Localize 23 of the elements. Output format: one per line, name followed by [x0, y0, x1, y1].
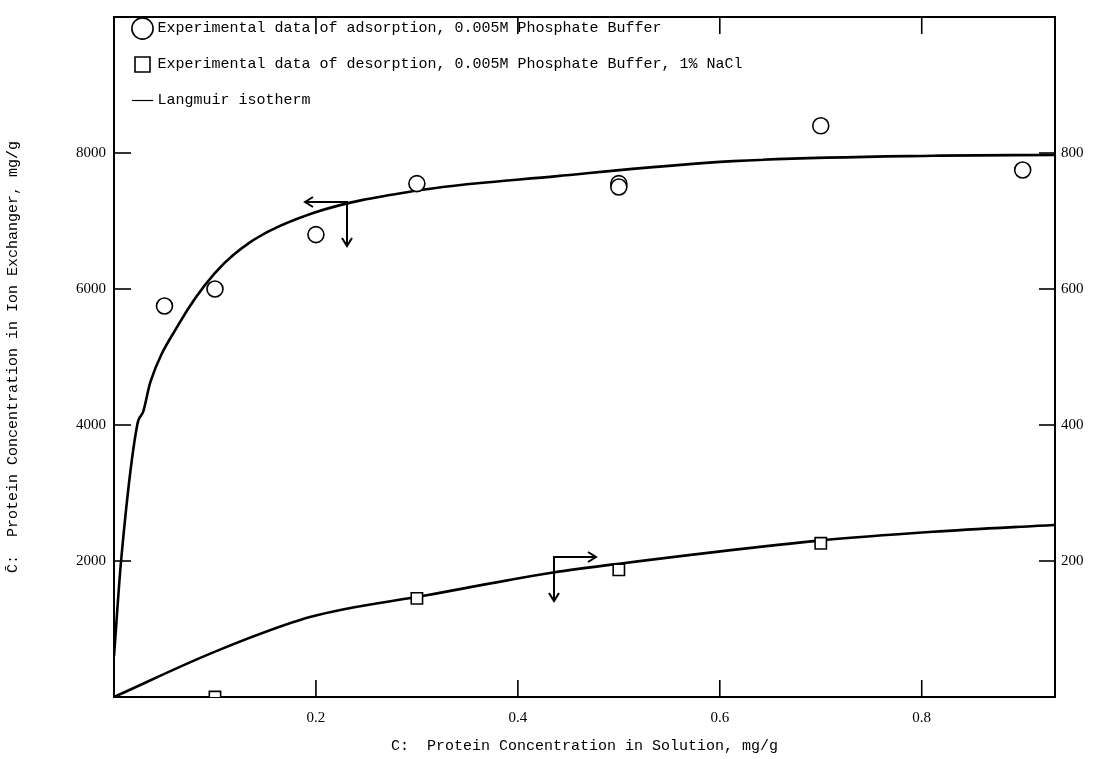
y-axis-title: C̄: Protein Concentration in Ion Exchanger, mg/g — [4, 140, 22, 574]
legend-label: Experimental data of desorption, 0.005M Phosphate Buffer, 1% NaCl — [157, 56, 743, 74]
y-tick-label: 6000 — [76, 279, 106, 296]
y2-tick-label: 200 — [1061, 551, 1084, 568]
y2-tick-label: 800 — [1061, 143, 1084, 160]
point — [811, 117, 830, 135]
point — [408, 174, 426, 193]
point — [610, 178, 628, 196]
point — [1013, 161, 1032, 179]
y-tick-label: 4000 — [76, 415, 106, 432]
x-tick-label: 0.8 — [912, 708, 932, 725]
legend-label: Langmuir isotherm — [157, 92, 311, 110]
point — [307, 225, 325, 244]
y2-tick-label: 600 — [1061, 279, 1084, 296]
y2-tick-label: 400 — [1061, 415, 1084, 432]
point — [206, 280, 224, 298]
y-tick-label: 8000 — [76, 143, 106, 160]
x-tick-label: 0.2 — [306, 708, 326, 725]
x-tick-label: 0.6 — [710, 708, 730, 725]
y-tick-label: 2000 — [76, 551, 106, 568]
x-axis-title: C: Protein Concentration in Solution, mg/g — [390, 737, 779, 755]
point — [155, 297, 174, 315]
x-tick-label: 0.4 — [508, 708, 528, 725]
